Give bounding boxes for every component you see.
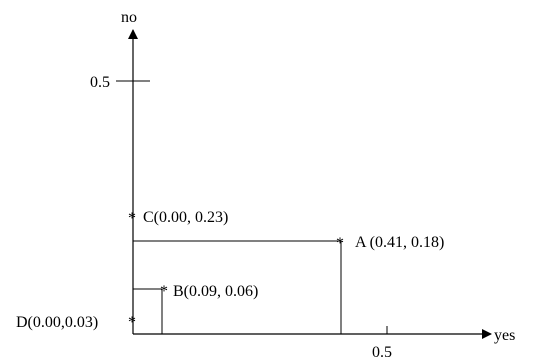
point-d-marker: *: [128, 314, 136, 331]
x-axis-label: yes: [494, 327, 515, 344]
point-a-marker: *: [336, 235, 344, 252]
y-tick-label: 0.5: [90, 74, 110, 91]
point-b-marker: *: [160, 283, 168, 300]
point-d-label: D(0.00,0.03): [16, 314, 98, 331]
point-b-label: B(0.09, 0.06): [173, 283, 258, 300]
point-a-label: A (0.41, 0.18): [355, 234, 444, 251]
point-c-marker: *: [128, 210, 136, 227]
x-tick-label: 0.5: [372, 344, 392, 361]
y-axis-label: no: [121, 9, 137, 26]
point-c-label: C(0.00, 0.23): [143, 209, 228, 226]
